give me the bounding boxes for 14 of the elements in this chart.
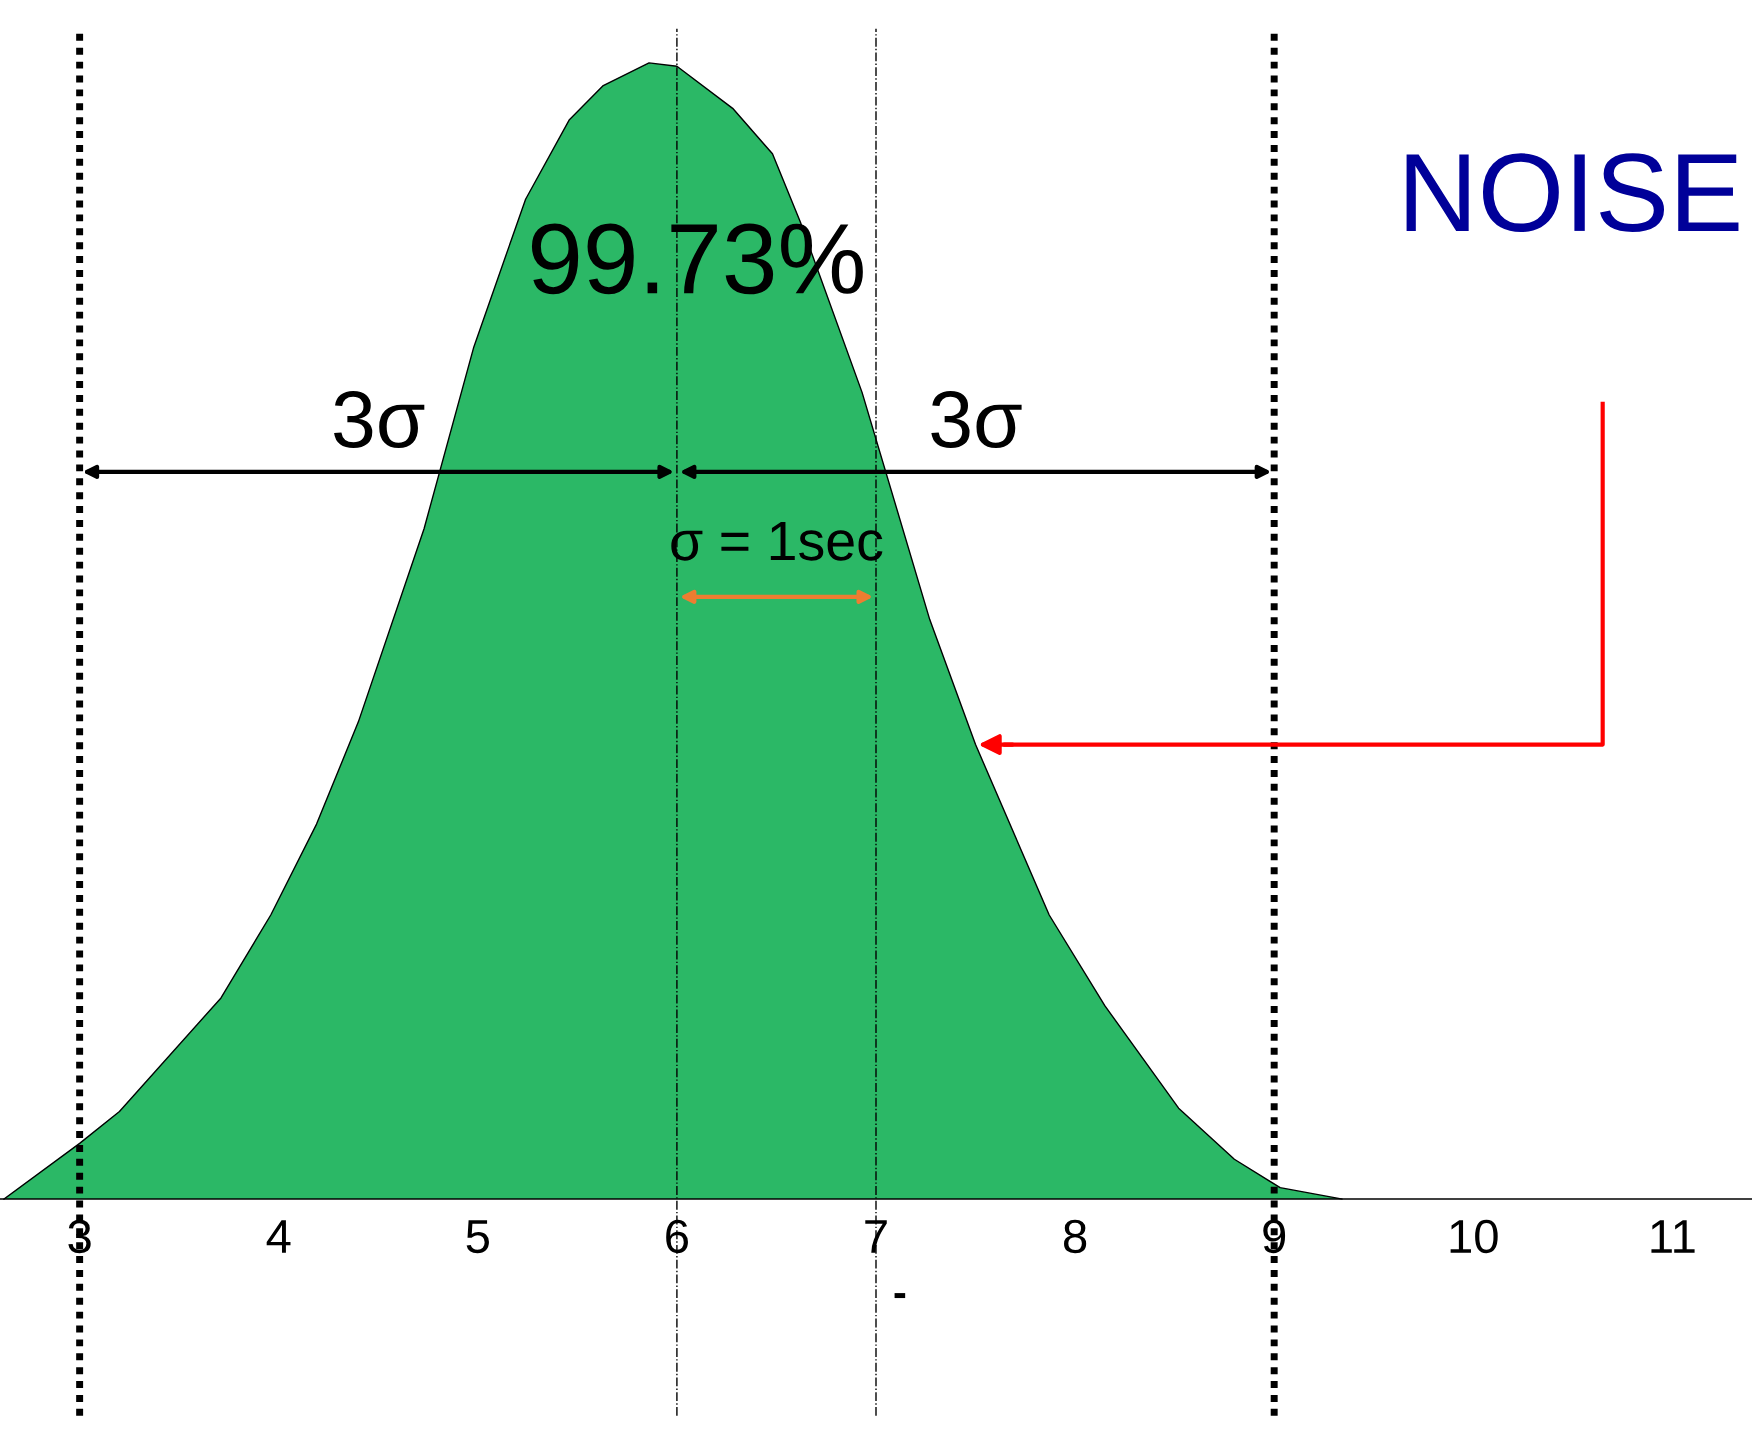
annotation: 3σ [931, 391, 1022, 449]
annotation: σ = 1sec [671, 521, 883, 561]
x-tick-label: 6 [666, 1219, 688, 1254]
x-tick-label: 11 [1651, 1220, 1695, 1253]
annotation: 3σ [334, 391, 425, 449]
annotation: NOISE [1406, 153, 1739, 232]
x-tick-label: 5 [466, 1220, 489, 1254]
x-tick-label: 7 [865, 1220, 887, 1253]
x-tick-label: 10 [1450, 1219, 1498, 1254]
x-tick-label: 3 [68, 1219, 91, 1254]
x-tick-label: 9 [1263, 1219, 1286, 1254]
x-tick-label: 4 [266, 1220, 291, 1253]
text: - [894, 1293, 906, 1299]
x-tick-label: 8 [1064, 1219, 1087, 1254]
